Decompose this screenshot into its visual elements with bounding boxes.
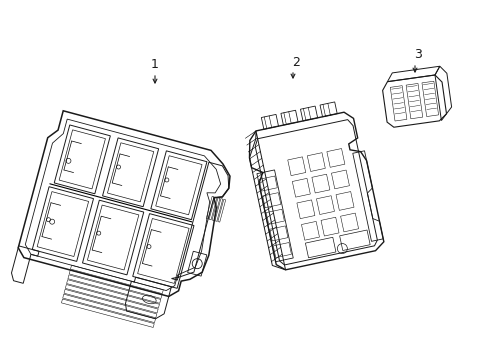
- Polygon shape: [249, 112, 383, 270]
- Polygon shape: [382, 75, 446, 127]
- Text: 3: 3: [413, 49, 421, 62]
- Text: 1: 1: [151, 58, 159, 72]
- Polygon shape: [18, 111, 229, 296]
- Text: 2: 2: [291, 55, 299, 68]
